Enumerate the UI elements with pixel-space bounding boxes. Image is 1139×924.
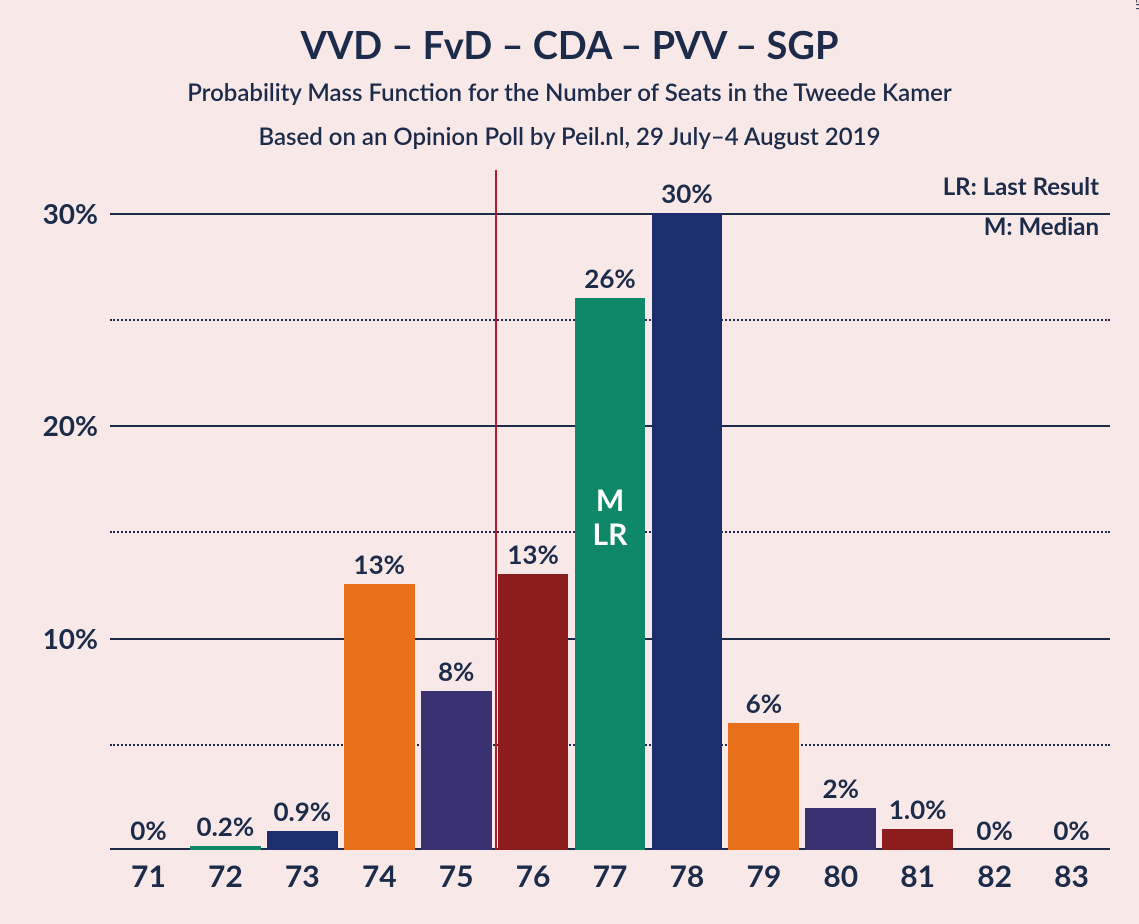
x-tick-label: 80: [823, 858, 858, 894]
bar-value-label: 1.0%: [889, 793, 947, 825]
bar-value-label: 0.9%: [273, 795, 331, 827]
bar: 2%: [805, 808, 876, 851]
x-tick-label: 78: [670, 858, 705, 894]
x-tick-label: 71: [131, 858, 166, 894]
bar: 6%: [728, 723, 799, 851]
y-tick-label: 10%: [43, 621, 98, 655]
chart-title: VVD – FvD – CDA – PVV – SGP: [0, 22, 1139, 68]
x-tick-label: 82: [977, 858, 1012, 894]
gridline: [110, 213, 1110, 215]
chart-subtitle-1: Probability Mass Function for the Number…: [0, 78, 1139, 107]
median-marker: MLR: [575, 483, 646, 552]
median-marker-lr: LR: [575, 517, 646, 552]
bar-value-label: 0%: [976, 814, 1012, 846]
bar: 30%: [652, 213, 723, 851]
bar: 0.9%: [267, 831, 338, 850]
x-tick-label: 76: [516, 858, 551, 894]
bar-value-label: 30%: [661, 177, 712, 209]
bar: 8%: [421, 691, 492, 850]
bar: 26%: [575, 298, 646, 851]
x-tick-label: 72: [208, 858, 243, 894]
bar: 1.0%: [882, 829, 953, 850]
median-line: [495, 170, 497, 850]
y-tick-label: 20%: [43, 408, 98, 442]
median-marker-m: M: [575, 483, 646, 518]
x-tick-label: 77: [593, 858, 628, 894]
x-tick-label: 74: [362, 858, 397, 894]
bar-value-label: 26%: [584, 262, 635, 294]
y-tick-label: 30%: [43, 196, 98, 230]
bar-value-label: 6%: [746, 687, 782, 719]
bar-value-label: 0%: [1053, 814, 1089, 846]
x-tick-label: 75: [439, 858, 474, 894]
x-tick-label: 73: [285, 858, 320, 894]
x-tick-label: 81: [900, 858, 935, 894]
bar-value-label: 8%: [438, 655, 474, 687]
x-tick-label: 83: [1054, 858, 1089, 894]
x-tick-label: 79: [746, 858, 781, 894]
bar-value-label: 2%: [823, 772, 859, 804]
bar-value-label: 0%: [130, 814, 166, 846]
bar-value-label: 13%: [507, 538, 558, 570]
copyright-text: © 2020 Filip van Laenen: [1133, 0, 1139, 10]
bar-value-label: 13%: [353, 548, 404, 580]
bar-value-label: 0.2%: [197, 810, 255, 842]
bar: 13%: [344, 584, 415, 850]
chart-subtitle-2: Based on an Opinion Poll by Peil.nl, 29 …: [0, 122, 1139, 151]
bar: 13%: [498, 574, 569, 850]
plot-inner: 10%20%30%0%710.2%720.9%7313%748%7513%762…: [110, 170, 1110, 850]
plot-area: 10%20%30%0%710.2%720.9%7313%748%7513%762…: [110, 170, 1110, 850]
bar: 0.2%: [190, 846, 261, 850]
